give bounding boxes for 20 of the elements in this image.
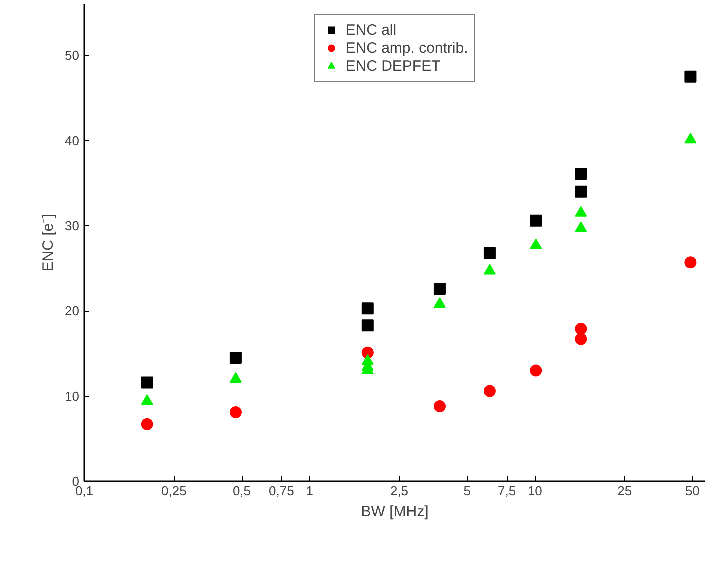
- y-axis-title: ENC [e⁻]: [40, 214, 58, 272]
- y-tick-label: 50: [65, 48, 80, 64]
- x-tick-label: 10: [528, 484, 542, 498]
- y-tick-label: 20: [65, 304, 80, 319]
- y-tick-label: 10: [65, 388, 80, 404]
- x-tick-label: 1: [306, 484, 314, 498]
- x-axis-title: BW [MHz]: [361, 504, 429, 520]
- x-tick-label: 25: [618, 484, 632, 498]
- x-tick-label: 7,5: [498, 484, 516, 498]
- x-tick-label: 0,75: [269, 484, 294, 498]
- x-tick-label: 0,25: [162, 484, 187, 498]
- legend-label: ENC DEPFET: [346, 57, 441, 75]
- x-tick-label: 0,5: [232, 484, 252, 498]
- x-tick-label: 2,5: [390, 484, 409, 498]
- y-tick-label: 40: [65, 133, 80, 148]
- x-tick-label: 50: [685, 484, 700, 498]
- x-tick-label: 5: [464, 484, 471, 498]
- y-tick-label: 30: [65, 218, 80, 234]
- legend-label: ENC amp. contrib.: [346, 39, 468, 57]
- legend-label: ENC all: [346, 21, 397, 39]
